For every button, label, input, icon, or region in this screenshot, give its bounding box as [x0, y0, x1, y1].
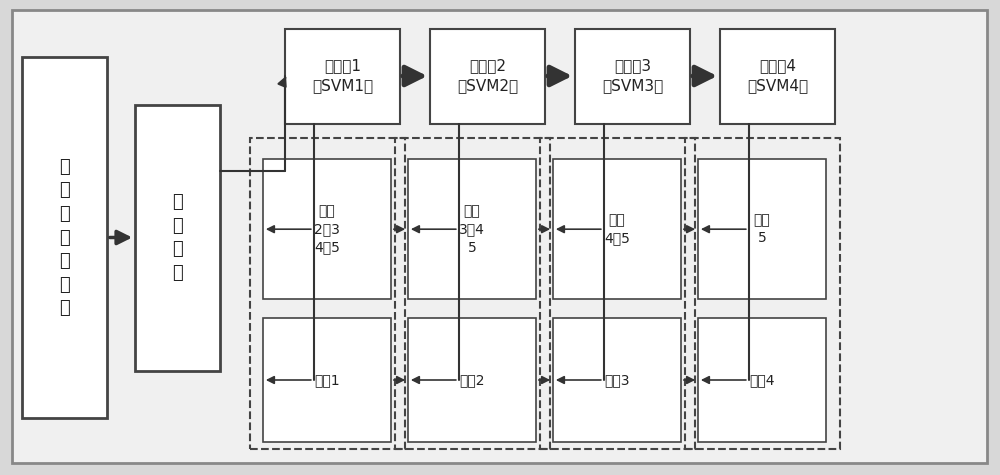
Text: 分类器1
（SVM1）: 分类器1 （SVM1） — [312, 58, 373, 94]
Bar — [553, 159, 681, 299]
Bar — [430, 28, 545, 124]
Bar — [285, 28, 400, 124]
Text: 监
测
数
据
的
读
取: 监 测 数 据 的 读 取 — [59, 158, 70, 317]
Bar — [22, 57, 107, 418]
Bar — [685, 138, 840, 449]
Text: 分类3: 分类3 — [604, 373, 630, 387]
Text: 分类器3
（SVM3）: 分类器3 （SVM3） — [602, 58, 663, 94]
Bar — [135, 104, 220, 370]
Text: 分类器2
（SVM2）: 分类器2 （SVM2） — [457, 58, 518, 94]
Bar — [250, 138, 405, 449]
Bar — [263, 159, 391, 299]
Text: 数
据
处
理: 数 据 处 理 — [172, 193, 183, 282]
Bar — [698, 159, 826, 299]
Text: 分类
4、5: 分类 4、5 — [604, 213, 630, 246]
Text: 分类
5: 分类 5 — [754, 213, 770, 246]
Bar — [408, 159, 536, 299]
Text: 分类4: 分类4 — [749, 373, 775, 387]
Bar — [553, 318, 681, 442]
Bar — [698, 318, 826, 442]
Text: 分类1: 分类1 — [314, 373, 340, 387]
Bar — [263, 318, 391, 442]
Bar — [540, 138, 695, 449]
Text: 分类
2、3
4、5: 分类 2、3 4、5 — [314, 204, 340, 255]
Bar — [395, 138, 550, 449]
Bar — [720, 28, 835, 124]
Bar — [408, 318, 536, 442]
Bar — [575, 28, 690, 124]
Text: 分类
3、4
5: 分类 3、4 5 — [459, 204, 485, 255]
Text: 分类2: 分类2 — [459, 373, 485, 387]
Text: 分类器4
（SVM4）: 分类器4 （SVM4） — [747, 58, 808, 94]
